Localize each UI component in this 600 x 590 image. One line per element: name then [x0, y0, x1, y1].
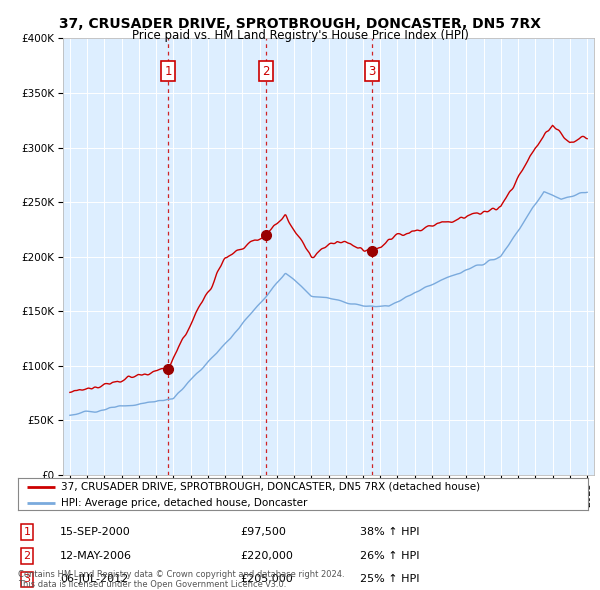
- Text: Price paid vs. HM Land Registry's House Price Index (HPI): Price paid vs. HM Land Registry's House …: [131, 30, 469, 42]
- Text: 2: 2: [262, 64, 269, 78]
- Text: 12-MAY-2006: 12-MAY-2006: [60, 551, 132, 560]
- Text: 37, CRUSADER DRIVE, SPROTBROUGH, DONCASTER, DN5 7RX: 37, CRUSADER DRIVE, SPROTBROUGH, DONCAST…: [59, 17, 541, 31]
- Text: HPI: Average price, detached house, Doncaster: HPI: Average price, detached house, Donc…: [61, 498, 307, 508]
- Text: 3: 3: [23, 575, 31, 584]
- Text: 06-JUL-2012: 06-JUL-2012: [60, 575, 128, 584]
- Text: £220,000: £220,000: [240, 551, 293, 560]
- Text: 1: 1: [164, 64, 172, 78]
- Text: 25% ↑ HPI: 25% ↑ HPI: [360, 575, 419, 584]
- Text: £97,500: £97,500: [240, 527, 286, 537]
- Text: 37, CRUSADER DRIVE, SPROTBROUGH, DONCASTER, DN5 7RX (detached house): 37, CRUSADER DRIVE, SPROTBROUGH, DONCAST…: [61, 481, 480, 491]
- Text: Contains HM Land Registry data © Crown copyright and database right 2024.
This d: Contains HM Land Registry data © Crown c…: [18, 570, 344, 589]
- Text: 3: 3: [368, 64, 376, 78]
- Text: 2: 2: [23, 551, 31, 560]
- Text: 26% ↑ HPI: 26% ↑ HPI: [360, 551, 419, 560]
- Text: £205,000: £205,000: [240, 575, 293, 584]
- Text: 38% ↑ HPI: 38% ↑ HPI: [360, 527, 419, 537]
- Text: 15-SEP-2000: 15-SEP-2000: [60, 527, 131, 537]
- Text: 1: 1: [23, 527, 31, 537]
